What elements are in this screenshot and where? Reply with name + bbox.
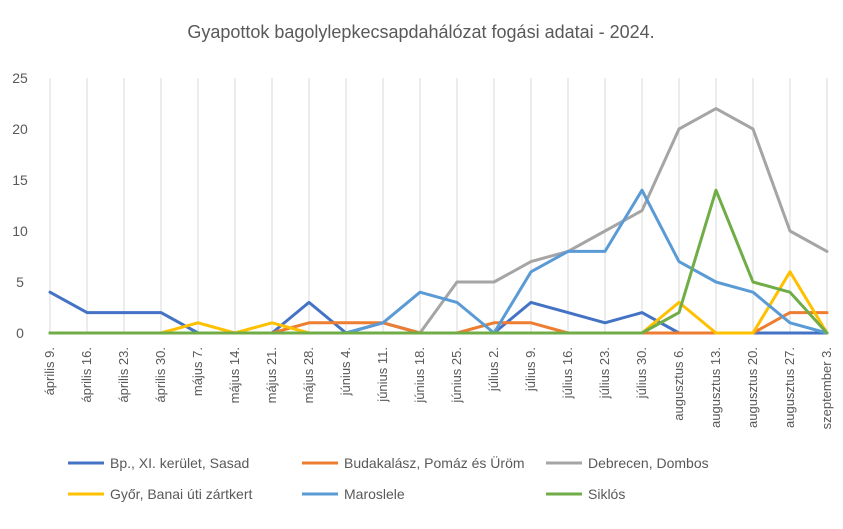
y-axis-tick-labels: 0 5 10 15 20 25: [12, 70, 28, 341]
x-tick-label: június 4.: [338, 347, 353, 396]
x-tick-label: augusztus 6.: [671, 347, 686, 421]
legend-label: Bp., XI. kerület, Sasad: [110, 455, 249, 471]
y-tick-label: 25: [12, 70, 28, 86]
legend-entry: Budakalász, Pomáz és Üröm: [302, 454, 525, 471]
legend-label: Debrecen, Dombos: [588, 455, 709, 471]
x-tick-label: június 11.: [375, 347, 390, 403]
x-tick-label: július 30.: [634, 347, 649, 399]
y-tick-label: 0: [16, 325, 24, 341]
y-tick-label: 20: [12, 121, 28, 137]
x-tick-label: április 9.: [42, 347, 57, 395]
x-tick-label: április 30.: [153, 347, 168, 403]
x-tick-label: április 23.: [116, 347, 131, 403]
legend-entry: Bp., XI. kerület, Sasad: [68, 455, 249, 471]
x-tick-label: július 16.: [560, 347, 575, 399]
x-tick-label: augusztus 13.: [708, 347, 723, 428]
chart-title: Gyapottok bagolylepkecsapdahálózat fogás…: [187, 22, 654, 42]
legend-entry: Siklós: [546, 486, 625, 502]
legend-label: Budakalász, Pomáz és Üröm: [344, 454, 525, 471]
x-tick-label: július 2.: [486, 347, 501, 392]
x-tick-label: augusztus 20.: [745, 347, 760, 428]
legend-entry: Győr, Banai úti zártkert: [68, 486, 253, 502]
x-tick-label: május 14.: [227, 347, 242, 403]
legend-label: Győr, Banai úti zártkert: [110, 486, 253, 502]
x-axis-tick-labels: április 9. április 16. április 23. április …: [42, 347, 834, 429]
x-tick-label: május 28.: [301, 347, 316, 403]
x-tick-label: július 9.: [523, 347, 538, 392]
legend-entry: Debrecen, Dombos: [546, 455, 709, 471]
x-tick-label: július 23.: [597, 347, 612, 399]
legend-entry: Maroslele: [302, 486, 405, 502]
x-tick-label: április 16.: [79, 347, 94, 403]
series-line: [48, 107, 829, 335]
x-tick-label: május 7.: [190, 347, 205, 396]
y-tick-label: 5: [16, 274, 24, 290]
x-tick-label: június 18.: [412, 347, 427, 404]
x-tick-label: augusztus 27.: [782, 347, 797, 428]
grid-lines: [49, 78, 828, 333]
series-line: [48, 270, 829, 335]
x-tick-label: június 25.: [449, 347, 464, 404]
y-tick-label: 15: [12, 172, 28, 188]
legend-label: Siklós: [588, 486, 625, 502]
legend: Bp., XI. kerület, Sasad Budakalász, Pomáz…: [68, 454, 709, 502]
series-line: [48, 188, 829, 335]
legend-label: Maroslele: [344, 486, 405, 502]
x-tick-label: szeptember 3.: [819, 347, 834, 429]
x-tick-label: május 21.: [264, 347, 279, 403]
series-lines: [48, 107, 829, 335]
y-tick-label: 10: [12, 223, 28, 239]
